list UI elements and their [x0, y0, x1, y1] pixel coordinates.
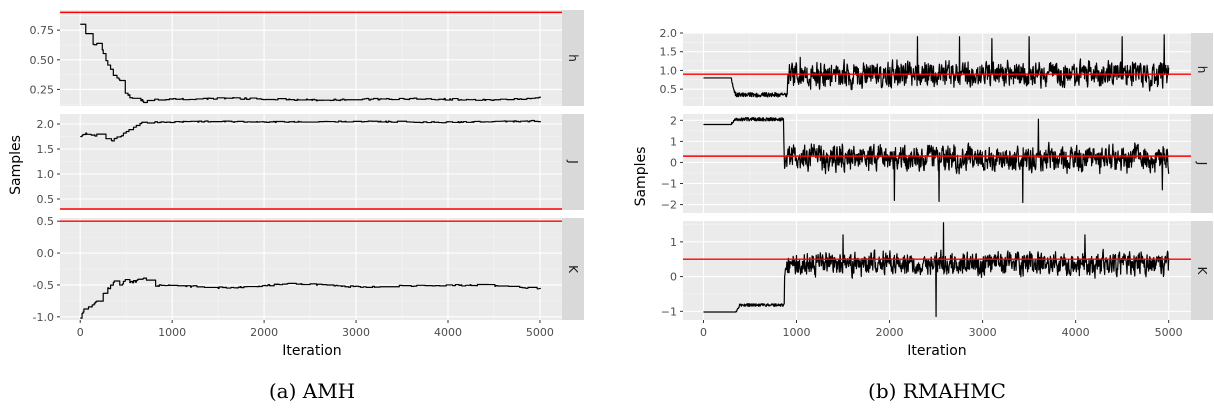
x-tick-label: 2000: [250, 326, 278, 339]
x-tick-label: 2000: [876, 326, 904, 339]
y-tick-label: 1.0: [660, 64, 678, 77]
facet-strip: [1191, 114, 1213, 213]
facet-K-0: -1.0 -0.5 0.0 0.5 K: [33, 215, 584, 324]
figure-caption: (b) RMAHMC: [868, 379, 1006, 403]
x-tick-label: 0: [77, 326, 84, 339]
y-tick-label: 2.0: [660, 27, 678, 40]
chart-rmahmc: 0.5 1.0 1.5 2.0 h −2 −1 0 1 2 J −1 0 1 K 0 1000 2000 3000 4…: [633, 27, 1213, 403]
y-tick-label: 0.75: [30, 24, 55, 37]
x-tick-label: 1000: [158, 326, 186, 339]
y-tick-label: −1: [661, 305, 677, 318]
y-axis-title: Samples: [8, 135, 24, 195]
y-tick-label: −2: [661, 199, 677, 212]
facet-strip-label: K: [1195, 267, 1209, 276]
panel-background: [60, 10, 562, 106]
y-tick-label: 1.0: [37, 168, 55, 181]
x-tick-label: 3000: [969, 326, 997, 339]
figure-caption: (a) AMH: [269, 379, 355, 403]
facet-J-1: −2 −1 0 1 2 J: [661, 114, 1213, 213]
y-tick-label: 0.0: [37, 247, 55, 260]
panel-background: [60, 114, 562, 210]
x-tick-label: 0: [700, 326, 707, 339]
x-tick-label: 1000: [783, 326, 811, 339]
y-tick-label: 0: [670, 271, 677, 284]
facet-K-1: −1 0 1 K: [661, 221, 1213, 320]
facet-h-1: 0.5 1.0 1.5 2.0 h: [660, 27, 1213, 106]
y-tick-label: 1: [670, 135, 677, 148]
panel-background: [683, 114, 1191, 213]
facet-strip-label: h: [566, 54, 580, 62]
trace-line-h: [80, 23, 541, 104]
facet-strip: [1191, 221, 1213, 320]
trace-line-K: [703, 222, 1170, 318]
y-tick-label: 0.50: [30, 54, 55, 67]
y-tick-label: 2.0: [37, 118, 55, 131]
facet-strip: [562, 10, 584, 106]
facet-J-0: 0.5 1.0 1.5 2.0 J: [37, 114, 584, 210]
trace-line-J: [80, 119, 541, 142]
x-axis-title: Iteration: [907, 343, 966, 359]
y-axis-title: Samples: [633, 147, 649, 207]
facet-strip-label: K: [566, 265, 580, 274]
y-tick-label: −1: [661, 178, 677, 191]
trace-line-K: [80, 277, 541, 319]
x-tick-label: 4000: [1062, 326, 1090, 339]
y-tick-label: 0.25: [30, 83, 55, 96]
facet-strip: [1191, 33, 1213, 106]
y-tick-label: 0.5: [660, 83, 678, 96]
y-tick-label: 1: [670, 236, 677, 249]
y-tick-label: 0.5: [37, 215, 55, 228]
facet-strip: [562, 114, 584, 210]
x-tick-label: 4000: [434, 326, 462, 339]
x-tick-label: 5000: [526, 326, 554, 339]
y-tick-label: -0.5: [33, 279, 54, 292]
facet-h-0: 0.25 0.50 0.75 h: [30, 10, 584, 106]
x-axis-title: Iteration: [282, 343, 341, 359]
y-tick-label: 1.5: [660, 46, 678, 59]
facet-strip-label: h: [1195, 66, 1209, 74]
facet-strip-label: J: [566, 159, 580, 164]
trace-line-J: [703, 116, 1170, 204]
facet-strip-label: J: [1195, 161, 1209, 166]
y-tick-label: -1.0: [33, 311, 54, 324]
y-tick-label: 0.5: [37, 193, 55, 206]
chart-amh: 0.250.500.75h0.51.01.52.0J-1.0-0.50.00.5…: [8, 10, 584, 403]
x-tick-label: 5000: [1155, 326, 1183, 339]
x-tick-label: 3000: [342, 326, 370, 339]
y-tick-label: 0: [670, 156, 677, 169]
facet-strip: [562, 218, 584, 320]
y-tick-label: 2: [670, 114, 677, 127]
y-tick-label: 1.5: [37, 143, 55, 156]
